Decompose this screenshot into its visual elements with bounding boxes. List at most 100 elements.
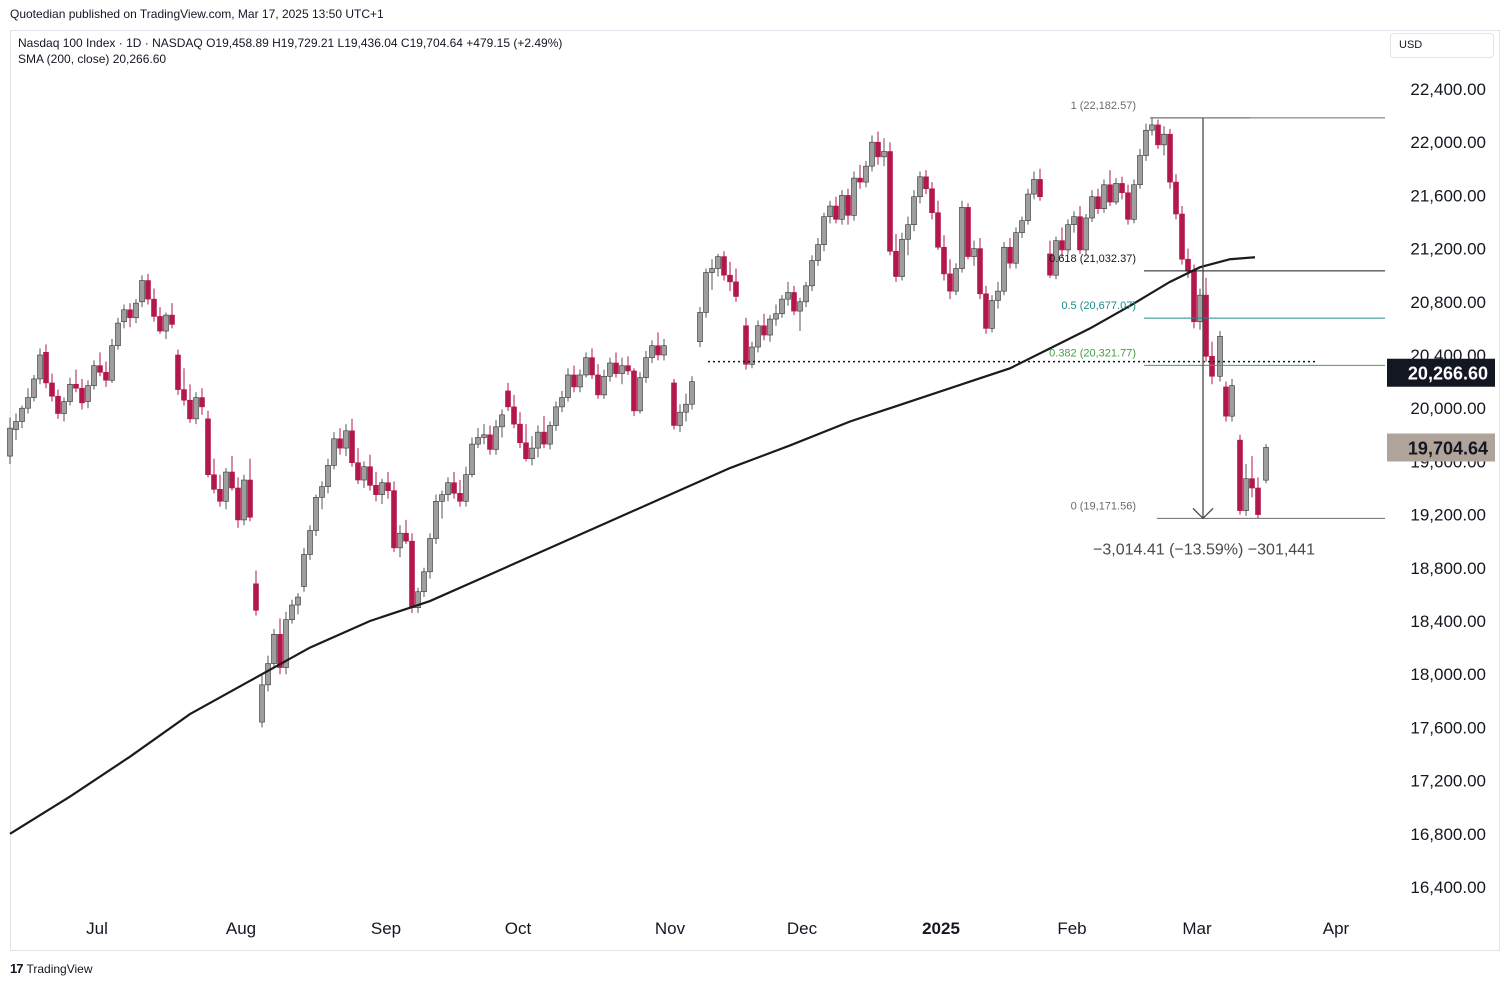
candle bbox=[253, 570, 259, 616]
footer-brand: 17 TradingView bbox=[10, 961, 93, 976]
candle-body bbox=[977, 248, 983, 295]
candle-body bbox=[1119, 183, 1125, 194]
x-tick-label: Nov bbox=[655, 919, 686, 938]
fib-group: 1 (22,182.57) 0.618 (21,032.37) 0.5 (20,67… bbox=[708, 100, 1385, 519]
candle bbox=[851, 171, 857, 221]
candle bbox=[1025, 188, 1031, 225]
candle-body bbox=[1113, 183, 1119, 203]
candle-body bbox=[1209, 356, 1215, 377]
candle-body bbox=[319, 486, 325, 498]
candle bbox=[85, 380, 91, 409]
candle-body bbox=[259, 684, 265, 723]
candle bbox=[1083, 214, 1089, 256]
currency-button[interactable]: USD bbox=[1390, 33, 1494, 58]
candle-body bbox=[265, 663, 271, 686]
candle bbox=[965, 203, 971, 260]
legend-instrument-line[interactable]: Nasdaq 100 Index · 1D · NASDAQ O19,458.8… bbox=[18, 36, 563, 50]
candle bbox=[451, 472, 457, 499]
candle bbox=[709, 259, 715, 290]
candle bbox=[1077, 206, 1083, 254]
candle bbox=[31, 374, 37, 402]
candle-body bbox=[229, 471, 235, 489]
candle-body bbox=[821, 216, 827, 245]
candle-body bbox=[875, 141, 881, 158]
candle bbox=[445, 477, 451, 502]
candle bbox=[37, 348, 43, 385]
candle-body bbox=[277, 633, 283, 668]
candle-body bbox=[887, 151, 893, 252]
candle-body bbox=[235, 487, 241, 521]
candle bbox=[947, 259, 953, 300]
candle-body bbox=[649, 345, 655, 358]
candle bbox=[1007, 237, 1013, 269]
candle bbox=[487, 425, 493, 455]
candle bbox=[133, 299, 139, 324]
candle bbox=[475, 428, 481, 449]
x-tick-label: Oct bbox=[505, 919, 532, 938]
candle bbox=[1071, 211, 1077, 233]
candle-body bbox=[917, 176, 923, 198]
candle-body bbox=[199, 397, 205, 408]
candle-body bbox=[301, 554, 307, 587]
candle bbox=[295, 593, 301, 615]
candle bbox=[403, 519, 409, 544]
y-tick-label: 17,200.00 bbox=[1410, 772, 1486, 791]
candle-body bbox=[1107, 184, 1113, 203]
candle bbox=[517, 412, 523, 449]
candle bbox=[205, 410, 211, 478]
candle-body bbox=[1013, 232, 1019, 264]
candle bbox=[743, 317, 749, 370]
last-price-tag-label: 19,704.64 bbox=[1408, 438, 1488, 458]
candle bbox=[379, 478, 385, 504]
candle bbox=[433, 494, 439, 544]
candle bbox=[1229, 378, 1235, 422]
fib-level-label: 0 (19,171.56) bbox=[1071, 500, 1136, 512]
candle-body bbox=[845, 195, 851, 216]
candle bbox=[241, 474, 247, 526]
candle-body bbox=[397, 532, 403, 549]
candle bbox=[163, 312, 169, 340]
candle-body bbox=[935, 212, 941, 248]
candle bbox=[583, 352, 589, 378]
candle bbox=[911, 190, 917, 232]
candle-body bbox=[361, 466, 367, 481]
candle-body bbox=[355, 462, 361, 481]
candle bbox=[1263, 444, 1269, 484]
candle bbox=[505, 382, 511, 411]
candle-body bbox=[511, 406, 517, 425]
candle-body bbox=[445, 482, 451, 495]
candle-body bbox=[469, 443, 475, 475]
candle-body bbox=[31, 378, 37, 398]
fib-level-label: 0.618 (21,032.37) bbox=[1049, 253, 1136, 265]
candle-body bbox=[283, 619, 289, 668]
candle-body bbox=[73, 383, 79, 389]
candle-body bbox=[241, 479, 247, 521]
x-tick-label: Sep bbox=[371, 919, 401, 938]
candle-body bbox=[815, 244, 821, 261]
candle bbox=[953, 263, 959, 296]
candle-body bbox=[1149, 124, 1155, 131]
candle-body bbox=[689, 381, 695, 405]
candle bbox=[193, 392, 199, 425]
candle bbox=[875, 131, 881, 165]
candle-body bbox=[409, 540, 415, 609]
candle bbox=[181, 368, 187, 406]
candle bbox=[1249, 456, 1255, 498]
candle-body bbox=[637, 377, 643, 412]
legend-sma-line[interactable]: SMA (200, close) 20,266.60 bbox=[18, 52, 167, 66]
candle bbox=[553, 401, 559, 431]
candle-body bbox=[253, 583, 259, 611]
candle bbox=[767, 315, 773, 342]
candle-body bbox=[97, 365, 103, 373]
candle bbox=[481, 424, 487, 445]
candle-body bbox=[169, 314, 175, 325]
candle-body bbox=[857, 177, 863, 183]
candle bbox=[361, 461, 367, 488]
candle-body bbox=[1191, 270, 1197, 323]
candle-body bbox=[499, 414, 505, 428]
candle bbox=[833, 196, 839, 224]
candle bbox=[1019, 216, 1025, 238]
candle bbox=[91, 360, 97, 390]
candle-body bbox=[1137, 155, 1143, 186]
